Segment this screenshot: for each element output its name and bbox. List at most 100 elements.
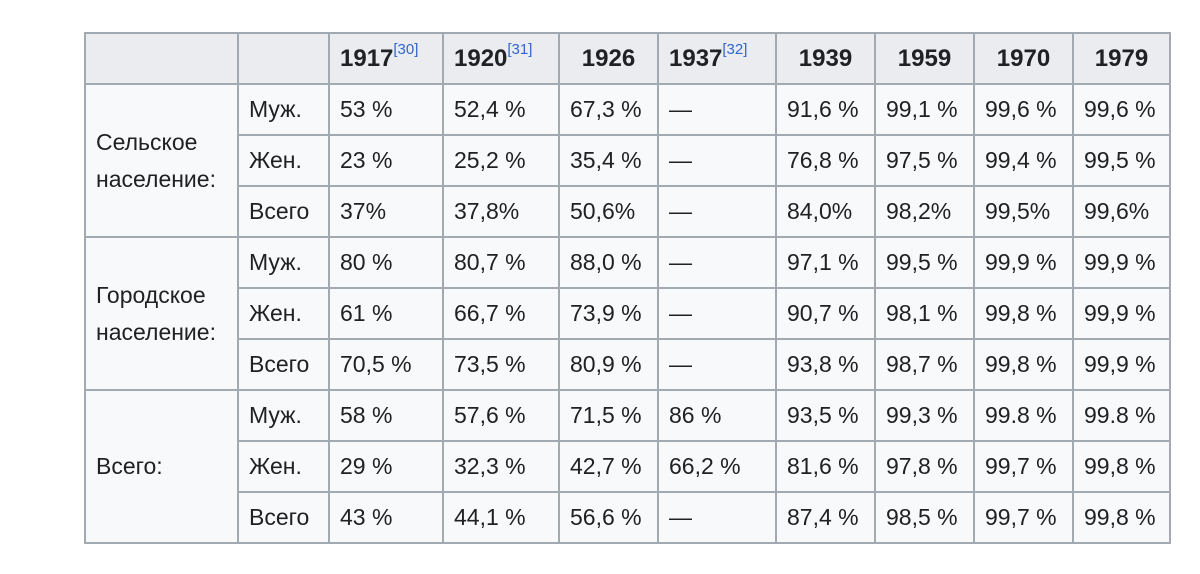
table-row: Жен. 29 % 32,3 % 42,7 % 66,2 % 81,6 % 97,8 % 99… — [85, 440, 1171, 493]
reference-link[interactable]: [30] — [393, 40, 419, 58]
value-cell-1970: 99,7 % — [973, 491, 1074, 544]
value-cell-1979: 99,5 % — [1072, 134, 1171, 187]
value-cell-1926: 50,6% — [558, 185, 659, 238]
value-cell-1926: 80,9 % — [558, 338, 659, 391]
value-cell-1970: 99,7 % — [973, 440, 1074, 493]
value-cell-1979: 99,9 % — [1072, 236, 1171, 289]
header-row: 1917[30] 1920[31] 1926 1937[32] 1939 195… — [84, 32, 1171, 85]
sub-category-cell: Муж. — [237, 389, 330, 442]
table-row: Сельское население: Муж. 53 % 52,4 % 67,3 % —9… — [84, 83, 1171, 238]
value-cell-1939: 93,5 % — [775, 389, 876, 442]
value-cell-1939: 76,8 % — [775, 134, 876, 187]
value-cell-1920: 25,2 % — [442, 134, 560, 187]
sub-category-cell: Муж. — [237, 83, 330, 136]
reference-link[interactable]: [32] — [722, 40, 748, 58]
value-cell-1959: 98,7 % — [874, 338, 975, 391]
value-cell-1970: 99,8 % — [973, 338, 1074, 391]
value-cell-1917: 70,5 % — [328, 338, 444, 391]
value-cell-1917: 23 % — [328, 134, 444, 187]
year-header-1917: 1917[30] — [328, 32, 444, 85]
sub-category-cell: Всего — [237, 185, 330, 238]
value-cell-1959: 99,5 % — [874, 236, 975, 289]
value-cell-1959: 98,1 % — [874, 287, 975, 340]
year-header-1926: 1926 — [558, 32, 659, 85]
value-cell-1970: 99.8 % — [973, 389, 1074, 442]
sub-category-cell: Муж. — [237, 236, 330, 289]
year-label: 1939 — [798, 44, 853, 72]
value-cell-1920: 73,5 % — [442, 338, 560, 391]
table-body: Сельское население: Муж. 53 % 52,4 % 67,3 % —9… — [84, 83, 1171, 544]
sub-category-cell: Жен. — [237, 440, 330, 493]
year-label: 1970 — [996, 44, 1051, 72]
year-label: 1917 — [340, 44, 394, 72]
table-row: Всего 37% 37,8% 50,6% —84,0% 98,2% 99,5% 99,6% — [85, 185, 1171, 238]
sub-category-cell: Жен. — [237, 134, 330, 187]
literacy-table: 1917[30] 1920[31] 1926 1937[32] 1939 195… — [84, 32, 1171, 544]
group-label-line1: Городское — [96, 281, 206, 308]
value-cell-1979: 99,8 % — [1072, 440, 1171, 493]
value-cell-1970: 99,5% — [973, 185, 1074, 238]
value-cell-1959: 98,2% — [874, 185, 975, 238]
year-header-1959: 1959 — [874, 32, 975, 85]
value-cell-1970: 99,8 % — [973, 287, 1074, 340]
year-header-1920: 1920[31] — [442, 32, 560, 85]
table-header: 1917[30] 1920[31] 1926 1937[32] 1939 195… — [84, 32, 1171, 85]
value-cell-1926: 35,4 % — [558, 134, 659, 187]
value-cell-1926: 56,6 % — [558, 491, 659, 544]
value-cell-1917: 80 % — [328, 236, 444, 289]
sub-category-cell: Всего — [237, 491, 330, 544]
year-label: 1937 — [669, 44, 723, 72]
value-cell-1970: 99,9 % — [973, 236, 1074, 289]
value-cell-1979: 99.8 % — [1072, 389, 1171, 442]
value-cell-1937: — — [657, 134, 777, 187]
value-cell-1920: 52,4 % — [442, 83, 560, 136]
value-cell-1959: 97,5 % — [874, 134, 975, 187]
value-cell-1937: — — [657, 491, 777, 544]
group-label-total-population: Всего: — [84, 389, 239, 544]
value-cell-1959: 99,3 % — [874, 389, 975, 442]
value-cell-1937: — — [657, 338, 777, 391]
year-header-1970: 1970 — [973, 32, 1074, 85]
group-label-line1: Всего: — [96, 453, 163, 479]
value-cell-1920: 32,3 % — [442, 440, 560, 493]
value-cell-1926: 88,0 % — [558, 236, 659, 289]
reference-link[interactable]: [31] — [507, 40, 533, 58]
table-row: Всего: Муж. 58 % 57,6 % 71,5 % 86 % 93,5 % 99,3… — [84, 389, 1171, 544]
value-cell-1939: 90,7 % — [775, 287, 876, 340]
value-cell-1937: — — [657, 83, 777, 136]
value-cell-1920: 37,8% — [442, 185, 560, 238]
table-row: Всего 43 % 44,1 % 56,6 % —87,4 % 98,5 % 99,7 %… — [85, 491, 1171, 544]
value-cell-1917: 43 % — [328, 491, 444, 544]
group-label-line2: население: — [96, 318, 216, 345]
value-cell-1939: 91,6 % — [775, 83, 876, 136]
value-cell-1979: 99,9 % — [1072, 287, 1171, 340]
corner-cell-group — [84, 32, 239, 85]
value-cell-1979: 99,6 % — [1072, 83, 1171, 136]
group-label-line1: Сельское — [96, 128, 198, 155]
value-cell-1970: 99,4 % — [973, 134, 1074, 187]
year-label: 1979 — [1094, 44, 1149, 72]
value-cell-1959: 98,5 % — [874, 491, 975, 544]
value-cell-1979: 99,6% — [1072, 185, 1171, 238]
table-row: Жен. 61 % 66,7 % 73,9 % —90,7 % 98,1 % 99,8 % 9… — [85, 287, 1171, 340]
value-cell-1939: 93,8 % — [775, 338, 876, 391]
value-cell-1917: 29 % — [328, 440, 444, 493]
value-cell-1937: — — [657, 236, 777, 289]
value-cell-1939: 81,6 % — [775, 440, 876, 493]
value-cell-1917: 53 % — [328, 83, 444, 136]
value-cell-1917: 61 % — [328, 287, 444, 340]
value-cell-1937: 66,2 % — [657, 440, 777, 493]
value-cell-1939: 87,4 % — [775, 491, 876, 544]
sub-category-cell: Всего — [237, 338, 330, 391]
value-cell-1917: 37% — [328, 185, 444, 238]
value-cell-1939: 84,0% — [775, 185, 876, 238]
table-row: Жен. 23 % 25,2 % 35,4 % —76,8 % 97,5 % 99,4 % 9… — [85, 134, 1171, 187]
year-header-1939: 1939 — [775, 32, 876, 85]
value-cell-1920: 57,6 % — [442, 389, 560, 442]
value-cell-1920: 66,7 % — [442, 287, 560, 340]
group-label-urban-population: Городское население: — [84, 236, 239, 391]
value-cell-1926: 71,5 % — [558, 389, 659, 442]
value-cell-1926: 42,7 % — [558, 440, 659, 493]
year-header-1979: 1979 — [1072, 32, 1171, 85]
value-cell-1937: — — [657, 287, 777, 340]
